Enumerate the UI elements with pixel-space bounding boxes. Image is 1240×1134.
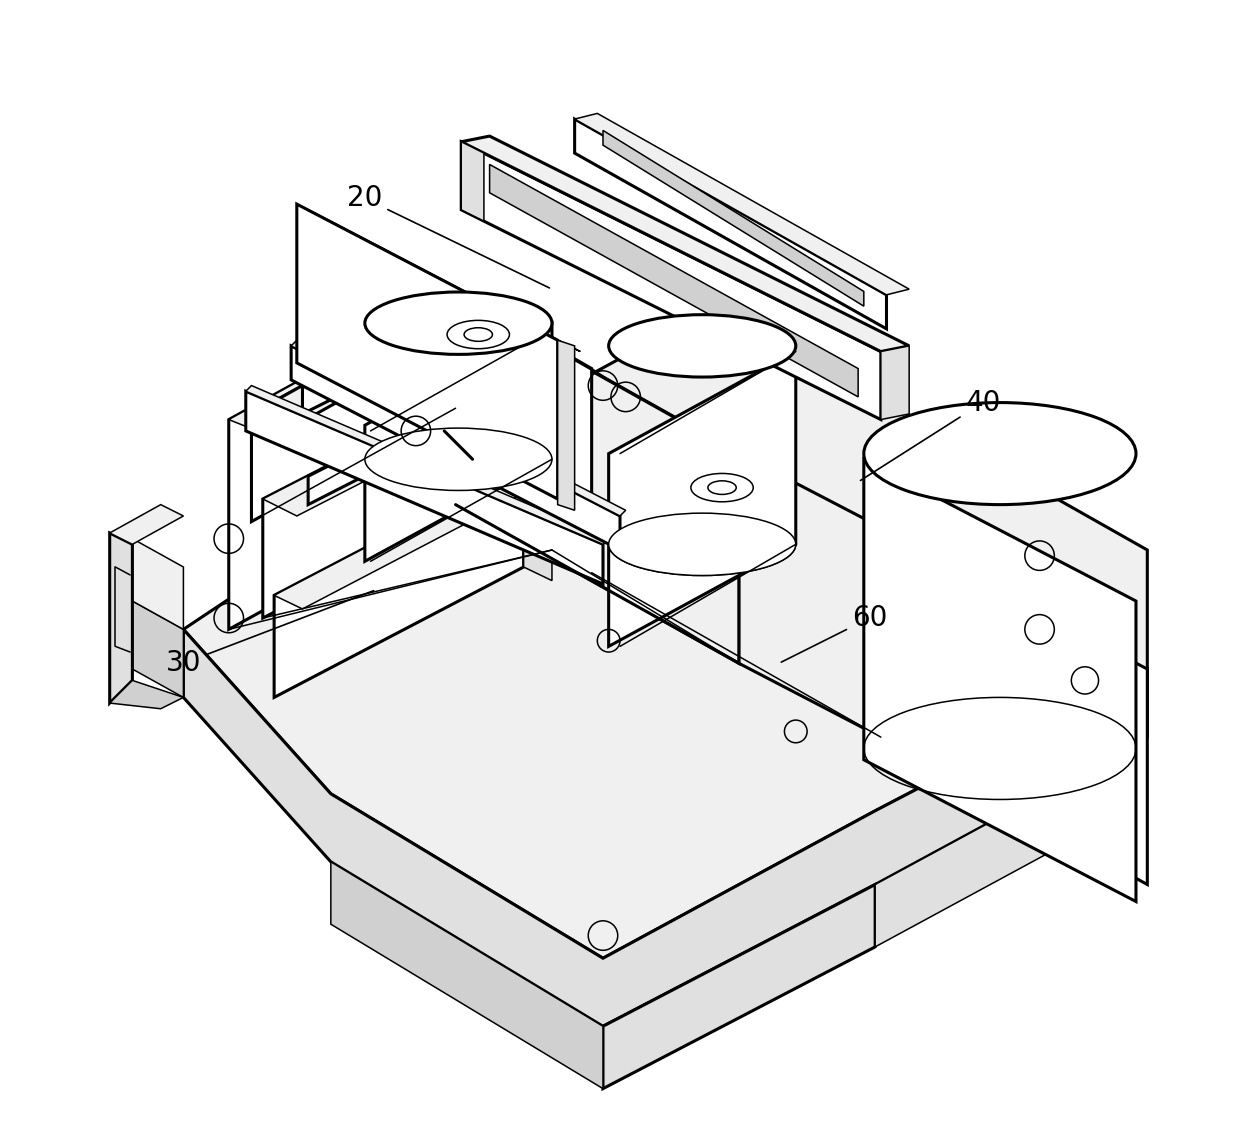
Polygon shape [603,885,875,1089]
Polygon shape [274,465,523,697]
Polygon shape [365,323,552,561]
Polygon shape [263,391,472,618]
Polygon shape [574,113,909,295]
Polygon shape [739,454,880,737]
Polygon shape [228,295,455,629]
Polygon shape [331,862,603,1089]
Polygon shape [291,346,620,550]
Polygon shape [455,301,495,431]
Ellipse shape [609,315,796,376]
Polygon shape [303,346,382,414]
Polygon shape [228,295,484,431]
Polygon shape [246,386,609,544]
Text: 20: 20 [347,185,549,288]
Polygon shape [552,346,591,573]
Polygon shape [558,340,574,510]
Polygon shape [609,352,796,646]
Ellipse shape [365,429,552,490]
Polygon shape [252,301,455,522]
Polygon shape [291,340,626,516]
Polygon shape [461,142,880,420]
Text: 60: 60 [781,604,887,662]
Polygon shape [455,295,761,465]
Polygon shape [455,295,739,663]
Polygon shape [523,465,552,581]
Polygon shape [461,142,484,221]
Polygon shape [109,533,133,703]
Polygon shape [864,459,1136,902]
Polygon shape [274,465,552,609]
Polygon shape [880,527,1147,885]
Polygon shape [109,505,184,544]
Text: 30: 30 [166,591,373,677]
Polygon shape [263,391,507,516]
Ellipse shape [365,293,552,354]
Ellipse shape [609,513,796,575]
Ellipse shape [691,474,753,501]
Ellipse shape [708,481,737,494]
Polygon shape [246,391,603,584]
Polygon shape [133,539,184,629]
Polygon shape [109,680,184,709]
Polygon shape [252,301,490,431]
Ellipse shape [864,403,1136,505]
Polygon shape [875,737,1147,947]
Polygon shape [603,130,864,306]
Polygon shape [296,204,580,352]
Polygon shape [490,164,858,397]
Polygon shape [472,391,507,527]
Polygon shape [184,629,1147,1026]
Polygon shape [184,306,1147,958]
Text: 40: 40 [861,389,1001,481]
Polygon shape [303,346,399,393]
Ellipse shape [448,321,510,349]
Ellipse shape [464,328,492,341]
Polygon shape [461,136,909,352]
Polygon shape [552,346,609,380]
Polygon shape [296,204,558,499]
Polygon shape [880,346,909,420]
Polygon shape [371,445,422,499]
Polygon shape [309,450,360,505]
Polygon shape [133,601,184,697]
Polygon shape [574,119,887,329]
